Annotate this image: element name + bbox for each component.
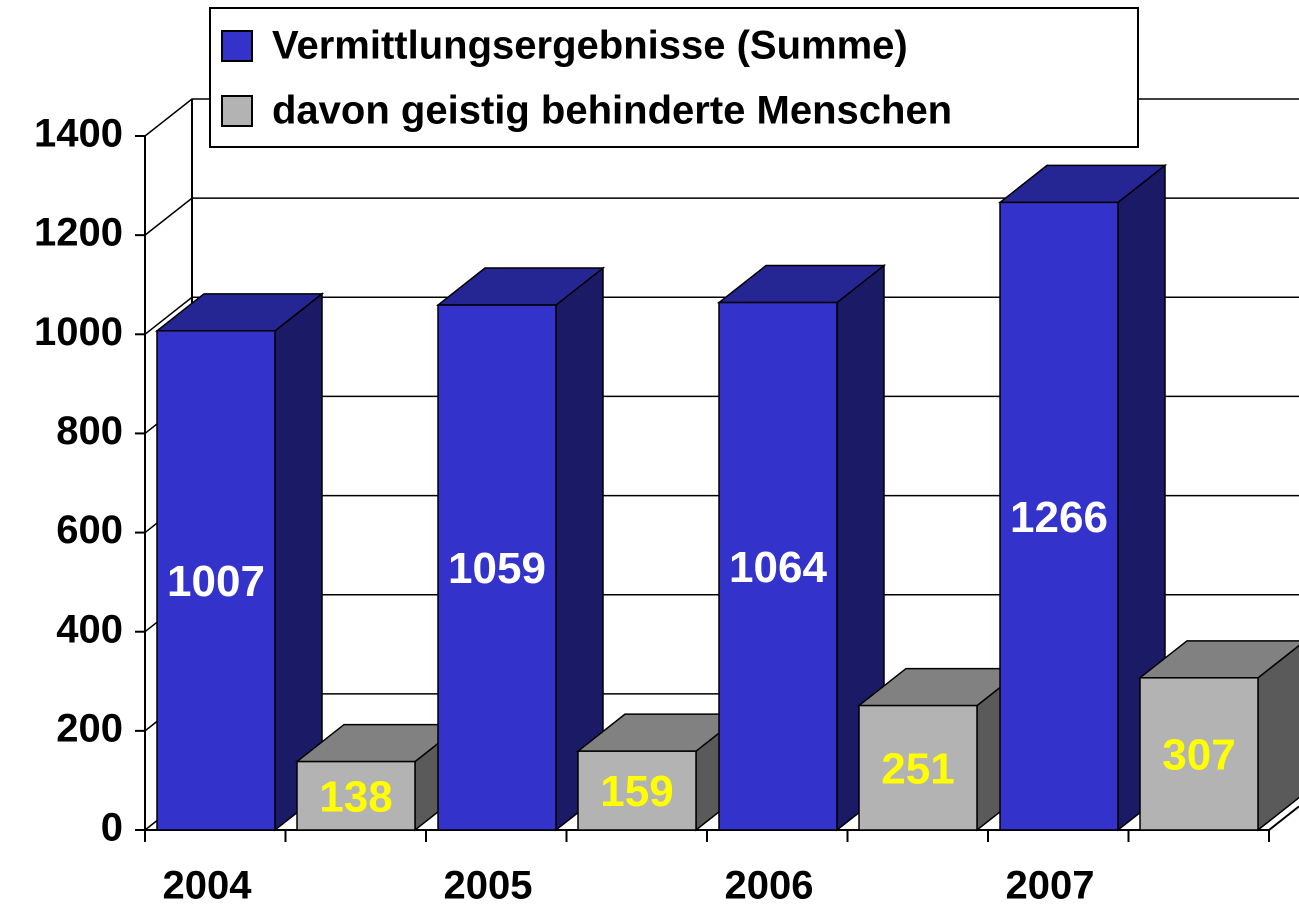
grid-line: [144, 296, 1299, 335]
bar: [1139, 677, 1259, 831]
x-tick-label: 2004: [163, 864, 253, 908]
y-tick-label: 1400: [34, 112, 123, 156]
value-label: 251: [881, 744, 954, 793]
y-tick-label: 1200: [34, 211, 123, 255]
value-label: 1064: [729, 543, 827, 592]
y-tick-label: 800: [56, 409, 123, 453]
x-tick-label: 2006: [725, 864, 814, 908]
legend-box: [209, 7, 1139, 148]
y-tick-label: 1000: [34, 310, 123, 354]
bar: [858, 704, 978, 831]
y-tick-label: 600: [56, 508, 123, 552]
value-label: 159: [600, 767, 673, 816]
bar: [999, 201, 1119, 831]
value-label: 1059: [448, 544, 546, 593]
x-tick-label: 2007: [1006, 864, 1095, 908]
bar: [577, 750, 697, 831]
bar: [718, 301, 838, 831]
bar: [296, 760, 416, 831]
floor-right: [1268, 805, 1299, 831]
y-tick-label: 400: [56, 607, 123, 651]
y-tick-label: 200: [56, 706, 123, 750]
grid-line: [144, 197, 1299, 236]
value-label: 1266: [1010, 493, 1108, 542]
legend-swatch: [221, 95, 253, 127]
y-tick-label: 0: [101, 806, 123, 850]
legend-label: Vermittlungsergebnisse (Summe): [272, 24, 908, 68]
bar: [156, 330, 276, 831]
bar: [437, 304, 557, 831]
x-tick-label: 2005: [444, 864, 533, 908]
value-label: 138: [319, 772, 392, 821]
value-label: 1007: [167, 557, 265, 606]
value-label: 307: [1162, 731, 1235, 780]
legend-label: davon geistig behinderte Menschen: [272, 89, 952, 133]
legend-swatch: [221, 30, 253, 62]
